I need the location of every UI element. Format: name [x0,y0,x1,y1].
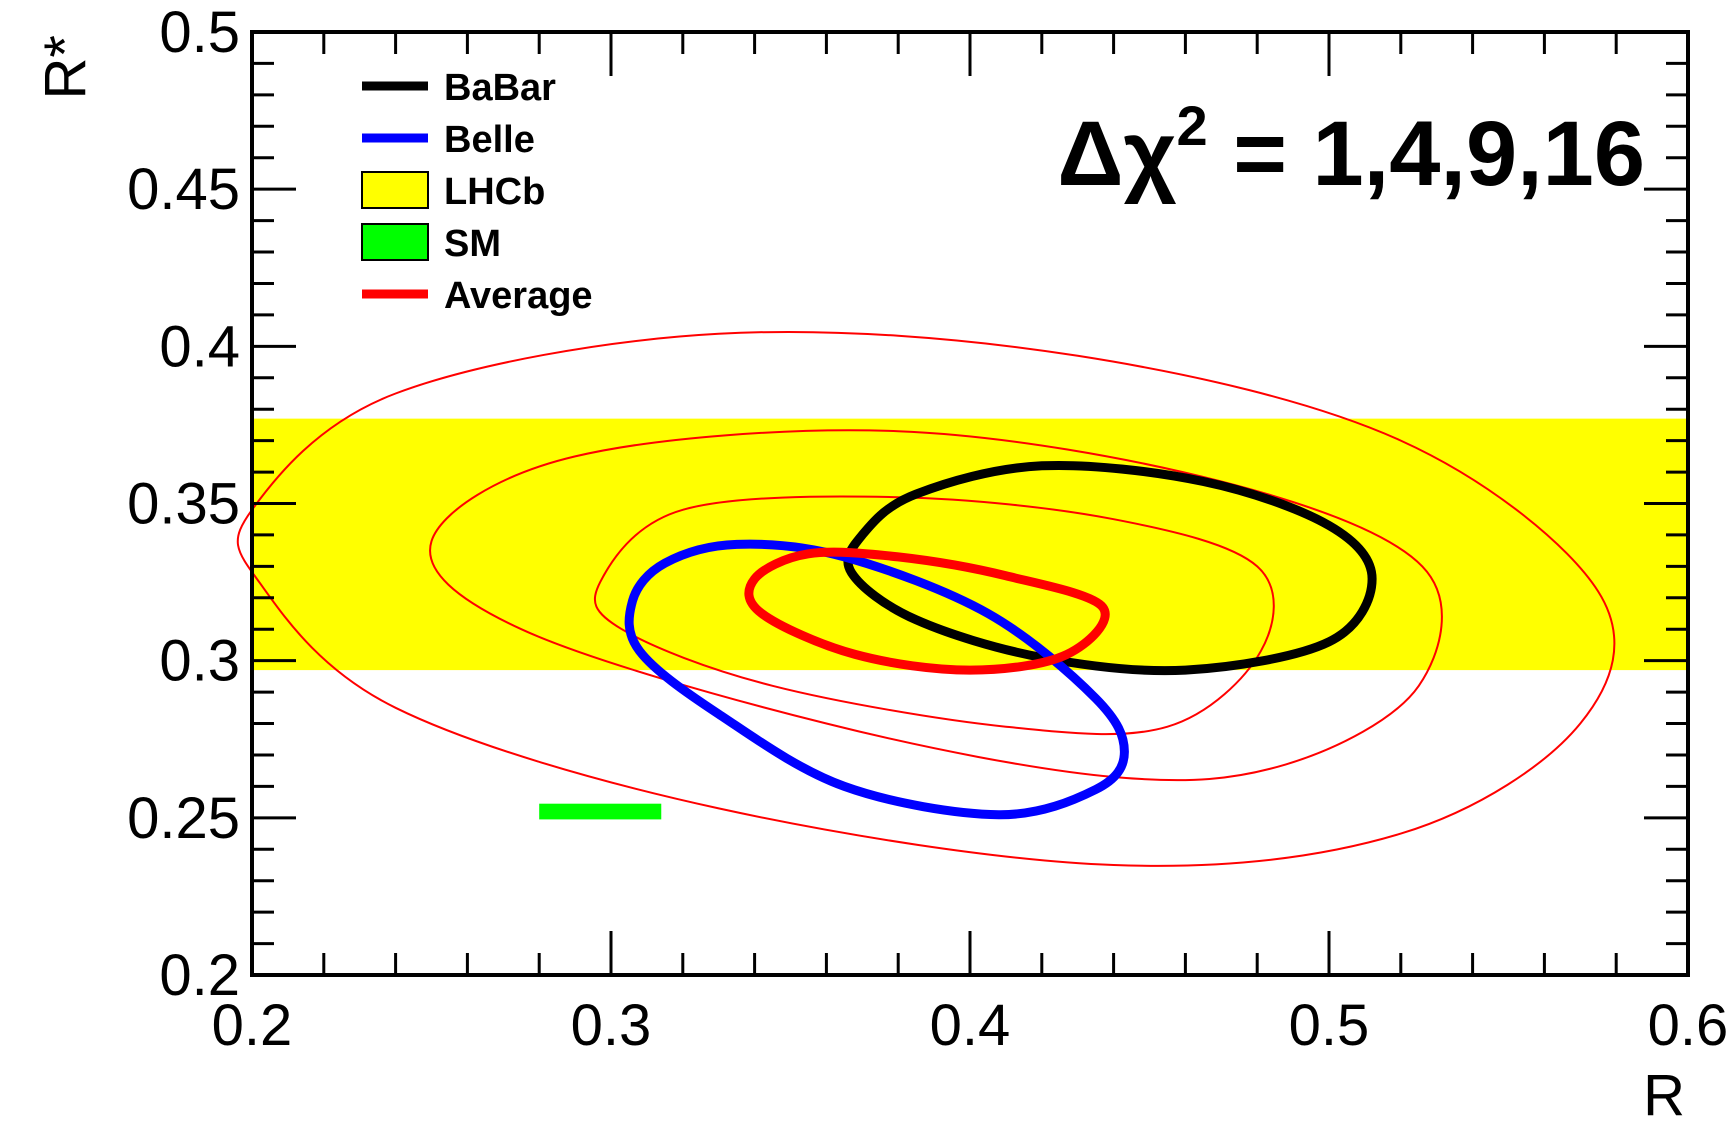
legend-item-average: Average [362,275,593,317]
babar-contour-dchi2-1 [843,460,1377,676]
legend-item-lhcb: LHCb [361,171,545,213]
y-tick-label: 0.2 [159,943,240,1008]
legend-label-sm: SM [444,223,501,265]
x-tick-label: 0.5 [1289,993,1370,1058]
annotation-suffix: = 1,4,9,16 [1208,103,1645,205]
legend-item-belle: Belle [362,119,535,161]
y-tick-label: 0.3 [159,629,240,694]
y-tick-label: 0.25 [127,786,240,851]
axes-layer: 0.2 0.3 0.4 0.5 0.6 0.2 0.25 0.3 0.35 0.4 0.45 0.5 [127,0,1728,1058]
annotation-superscript: 2 [1176,94,1207,157]
legend-swatch-sm [361,223,429,261]
lhcb-band [252,418,1688,671]
sm-band [539,803,662,820]
average-contour-dchi2-1 [744,547,1110,675]
y-axis-label-text: R* [33,35,98,99]
legend-item-sm: SM [361,223,501,265]
legend-label-babar: BaBar [444,67,556,109]
y-tick-label: 0.45 [127,157,240,222]
legend-item-babar: BaBar [362,67,556,109]
legend-swatch-lhcb [361,171,429,209]
y-tick-label: 0.4 [159,314,240,379]
legend-label-lhcb: LHCb [444,171,545,213]
average-contour-dchi2-16 [236,330,1616,867]
legend: BaBar Belle LHCb SM Average [361,67,593,317]
delta-chi2-annotation: Δχ2 = 1,4,9,16 [1057,94,1645,205]
x-axis-label: R [1643,1063,1685,1123]
legend-label-average: Average [444,275,593,317]
contours-layer [236,330,1616,867]
average-contour-dchi2-9 [429,429,1443,782]
bands-layer [252,418,1688,820]
x-tick-label: 0.4 [930,993,1011,1058]
y-tick-label: 0.5 [159,0,240,65]
average-contour-dchi2-4 [593,495,1275,736]
legend-label-belle: Belle [444,119,535,161]
x-tick-label: 0.2 [212,993,293,1058]
x-tick-label: 0.3 [571,993,652,1058]
belle-contour-dchi2-1 [624,539,1129,820]
x-tick-label: 0.6 [1648,993,1729,1058]
annotation-prefix: Δχ [1057,103,1176,205]
y-axis-label: R* [33,35,98,99]
y-tick-label: 0.35 [127,472,240,537]
